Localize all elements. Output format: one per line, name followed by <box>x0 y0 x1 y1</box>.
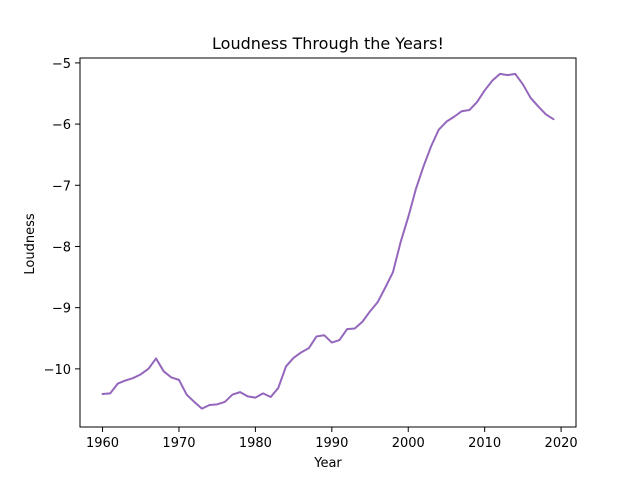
series-line-loudness <box>101 72 555 410</box>
y-tick-label: −6 <box>52 118 71 133</box>
x-tick-label: 2010 <box>468 436 501 451</box>
y-axis: −10 −9 −8 −7 −6 −5 <box>44 57 80 378</box>
plot-area <box>79 57 577 428</box>
x-tick-label: 1990 <box>315 436 348 451</box>
x-tick-label: 2000 <box>392 436 425 451</box>
chart-title: Loudness Through the Years! <box>212 34 444 53</box>
x-axis-label: Year <box>313 456 342 471</box>
x-axis: 1960 1970 1980 1990 2000 2010 2020 <box>86 427 578 451</box>
y-tick-label: −8 <box>52 240 71 255</box>
x-tick-label: 1980 <box>239 436 272 451</box>
y-tick-label: −9 <box>52 302 71 317</box>
x-tick-label: 2020 <box>545 436 578 451</box>
plot-frame <box>79 57 577 428</box>
x-tick-label: 1970 <box>162 436 195 451</box>
y-tick-label: −10 <box>44 363 71 378</box>
y-tick-label: −7 <box>52 179 71 194</box>
y-tick-label: −5 <box>52 57 71 72</box>
x-tick-label: 1960 <box>86 436 119 451</box>
y-axis-label: Loudness <box>23 213 38 274</box>
